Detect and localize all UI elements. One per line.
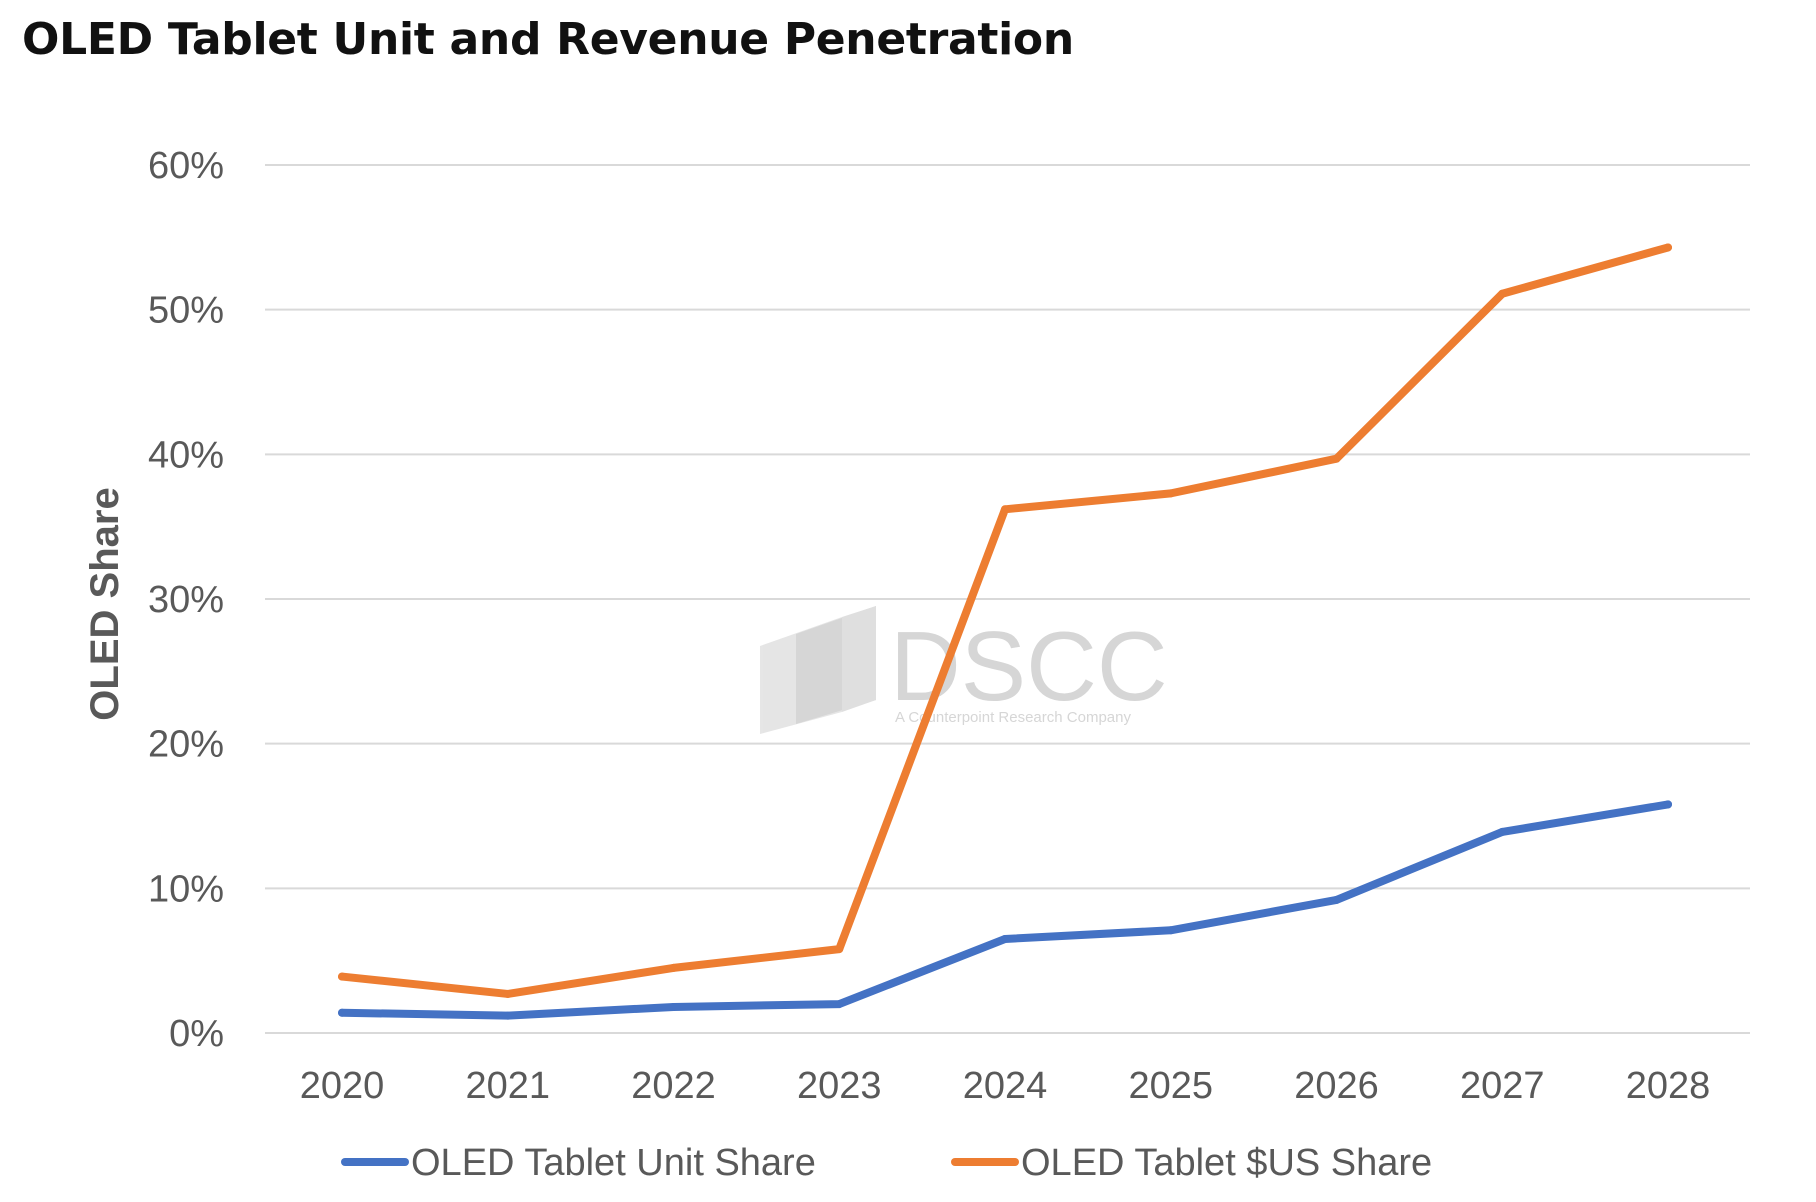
y-tick-label: 20% — [148, 724, 224, 766]
x-tick-label: 2022 — [631, 1065, 716, 1107]
x-tick-label: 2020 — [300, 1065, 385, 1107]
y-axis: 0% 10% 20% 30% 40% 50% 60% — [148, 145, 224, 1055]
data-point — [1166, 489, 1175, 498]
data-point — [338, 1008, 346, 1017]
data-point — [669, 1002, 678, 1011]
series-lines — [338, 243, 1672, 1020]
x-tick-label: 2028 — [1626, 1065, 1711, 1107]
data-point — [1664, 800, 1672, 809]
data-point — [1166, 926, 1175, 935]
x-tick-label: 2021 — [465, 1065, 550, 1107]
y-tick-label: 30% — [148, 579, 224, 621]
x-axis: 2020 2021 2022 2023 2024 2025 2026 2027 2028 — [300, 1065, 1711, 1107]
y-axis-title: OLED Share — [83, 487, 127, 720]
data-point — [503, 1011, 512, 1020]
gridlines — [265, 164, 1750, 1034]
data-point — [1332, 895, 1341, 904]
data-point — [338, 972, 346, 981]
legend: OLED Tablet Unit Share OLED Tablet $US Sh… — [341, 1142, 1432, 1184]
dscc-logo-icon — [760, 606, 876, 734]
x-tick-label: 2026 — [1294, 1065, 1379, 1107]
y-tick-label: 50% — [148, 290, 224, 332]
data-point — [1498, 289, 1507, 298]
x-tick-label: 2024 — [963, 1065, 1048, 1107]
data-point — [503, 989, 512, 998]
series-line-unit-share — [338, 800, 1672, 1020]
data-point — [1001, 934, 1009, 943]
legend-label: OLED Tablet Unit Share — [411, 1142, 816, 1184]
data-point — [1001, 505, 1009, 514]
y-tick-label: 60% — [148, 145, 224, 187]
data-point — [1332, 454, 1341, 463]
data-point — [835, 1000, 844, 1009]
data-point — [1498, 827, 1507, 836]
y-tick-label: 0% — [169, 1013, 224, 1055]
x-tick-label: 2027 — [1460, 1065, 1545, 1107]
data-point — [835, 945, 844, 954]
x-tick-label: 2023 — [797, 1065, 882, 1107]
data-point — [669, 963, 678, 972]
watermark-tagline: A Counterpoint Research Company — [895, 709, 1131, 726]
x-tick-label: 2025 — [1128, 1065, 1213, 1107]
legend-label: OLED Tablet $US Share — [1021, 1142, 1432, 1184]
y-tick-label: 40% — [148, 434, 224, 476]
chart-title: OLED Tablet Unit and Revenue Penetration — [22, 14, 1074, 65]
y-tick-label: 10% — [148, 868, 224, 910]
data-point — [1664, 243, 1672, 252]
